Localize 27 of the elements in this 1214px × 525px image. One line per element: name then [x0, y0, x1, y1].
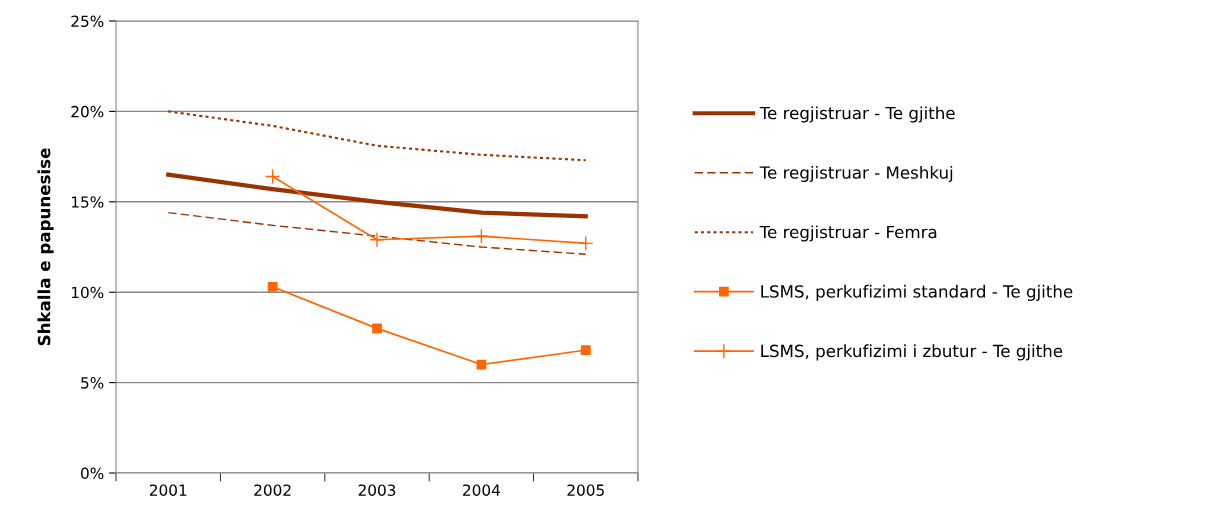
y-tick-label: 20%: [71, 105, 104, 118]
point: [369, 232, 385, 248]
legend-label: Te regjistruar - Te gjithe: [759, 106, 955, 123]
point: [267, 281, 278, 292]
point: [372, 323, 382, 334]
line-series: [166, 172, 588, 219]
y-tick-label: 15%: [71, 196, 104, 208]
point: [580, 345, 591, 355]
point: [578, 235, 594, 252]
y-tick-label: 5%: [81, 377, 104, 389]
legend-label: LSMS, perkufizimi i zbutur - Te gjithe: [761, 344, 1063, 361]
x-tick-label: 2003: [358, 484, 396, 496]
x-tick-label: 2001: [149, 484, 187, 496]
x-tick-label: 2002: [254, 484, 291, 496]
x-tick-label: 2004: [463, 484, 500, 496]
y-axis-title: Shkalla e papunesise: [37, 148, 54, 346]
point: [473, 228, 490, 244]
x-tick-label: 2005: [567, 484, 604, 496]
y-tick-label: 25%: [71, 15, 104, 28]
line-series: [167, 110, 587, 162]
point: [264, 168, 281, 185]
legend-label: LSMS, perkufizimi standard - Te gjithe: [761, 284, 1073, 301]
y-tick-label: 10%: [71, 286, 104, 299]
y-tick-label: 0%: [81, 467, 104, 480]
line-series: [167, 211, 587, 255]
legend-label: Te regjistruar - Femra: [759, 225, 937, 242]
legend-label: Te regjistruar - Meshkuj: [759, 165, 953, 183]
